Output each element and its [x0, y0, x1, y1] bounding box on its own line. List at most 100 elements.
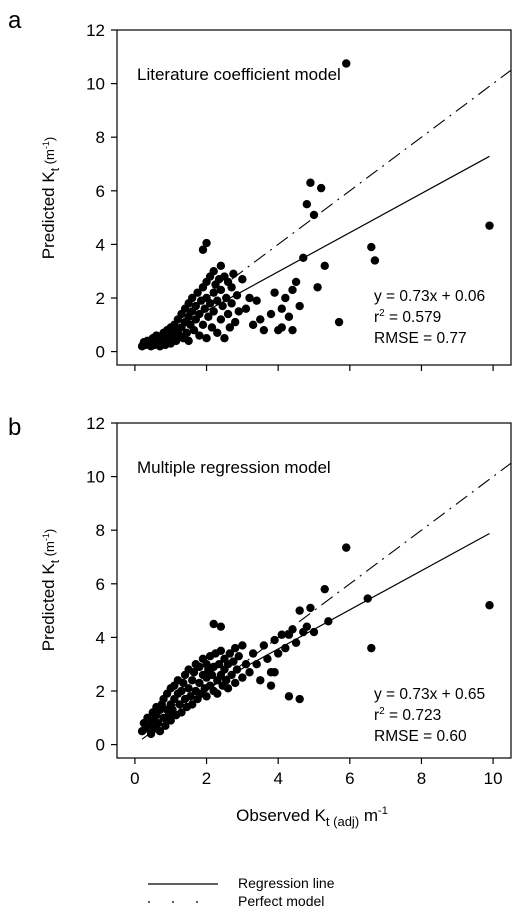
- panel-b-data-point: [166, 716, 175, 725]
- panel-a-data-point: [207, 323, 217, 332]
- panel-b-data-point: [177, 708, 186, 717]
- panel-a-data-point: [188, 293, 197, 303]
- panel-b-data-point: [342, 543, 351, 552]
- panel-b-x-tick-label: 0: [130, 769, 139, 788]
- panel-a-data-point: [302, 200, 312, 209]
- panel-b-data-point: [213, 689, 222, 698]
- panel-b-data-point: [238, 641, 247, 650]
- panel-b-data-point: [248, 649, 258, 658]
- panel-a-data-point: [241, 304, 251, 313]
- panel-b-data-point: [259, 641, 269, 650]
- panel-b-scatter-plot: b 0 2 4 6 8 10 12 0 2 4 6 8 10 Multiple regression …: [8, 414, 512, 829]
- legend-perfect-model-label: Perfect model: [238, 893, 324, 909]
- panel-b-data-point: [229, 657, 238, 666]
- panel-a-data-point: [313, 283, 322, 292]
- panel-b-x-tick-label: 6: [345, 769, 354, 788]
- panel-a-rmse: RMSE = 0.77: [374, 330, 467, 347]
- panel-b-data-point: [306, 603, 315, 613]
- panel-a-data-point: [252, 296, 261, 305]
- panel-a-data-point: [198, 245, 208, 254]
- panel-b-data-point: [320, 584, 329, 594]
- panel-b-y-tick-label: 0: [96, 736, 105, 755]
- panel-b-data-point: [209, 619, 218, 629]
- panel-a-data-point: [227, 299, 236, 308]
- panel-b-data-point: [302, 622, 312, 631]
- panel-a-data-point: [334, 317, 344, 327]
- panel-b-data-point: [291, 638, 301, 647]
- panel-a-data-point: [248, 320, 258, 329]
- panel-b-data-point: [363, 594, 372, 603]
- panel-a-y-ticks: 0 2 4 6 8 10 12: [86, 21, 117, 362]
- panel-b-data-point: [153, 718, 163, 728]
- panel-b-data-point: [295, 694, 304, 704]
- panel-b-data-point: [189, 668, 199, 677]
- panel-a-data-point: [342, 59, 351, 68]
- panel-b-data-point: [281, 643, 290, 653]
- panel-b-data-point: [234, 651, 243, 661]
- panel-a-data-point: [270, 288, 279, 297]
- panel-b-y-ticks: 0 2 4 6 8 10 12: [86, 414, 117, 755]
- panel-b-y-tick-label: 6: [96, 575, 105, 594]
- panel-b-data-point: [270, 668, 279, 677]
- panel-a-data-point: [209, 307, 218, 316]
- panel-a-scatter-plot: a 0 2 4 6 8 10 12 Literature coefficient model…: [8, 7, 512, 371]
- panel-a-x-ticks: [134, 365, 494, 371]
- panel-a-data-point: [309, 210, 319, 220]
- panel-b-data-point: [273, 649, 283, 658]
- panel-a-data-point: [370, 256, 380, 265]
- panel-b-plot-frame: [116, 422, 512, 759]
- panel-b-data-point: [485, 601, 494, 610]
- panel-a-y-tick-label: 8: [96, 128, 105, 147]
- panel-a-data-point: [202, 238, 211, 248]
- panel-a-y-tick-label: 12: [86, 21, 105, 40]
- panel-b-data-point: [195, 678, 204, 688]
- panel-a-data-point: [222, 293, 231, 303]
- panel-b-data-point: [266, 681, 276, 690]
- panel-a-data-point: [198, 320, 208, 329]
- panel-b-data-point: [277, 630, 286, 639]
- panel-b-data-point: [214, 660, 224, 669]
- panel-a-data-point: [223, 309, 233, 319]
- panel-a-data-point: [256, 315, 265, 324]
- panel-b-data-point: [188, 700, 197, 709]
- panel-a-data-point: [182, 328, 192, 338]
- panel-b-y-tick-label: 4: [96, 628, 105, 647]
- panel-a-data-point: [291, 277, 301, 287]
- panel-a-data-point: [234, 307, 243, 316]
- panel-a-data-point: [216, 315, 226, 324]
- panel-b-data-point: [288, 625, 297, 634]
- panel-b-y-tick-label: 2: [96, 682, 105, 701]
- panel-b-data-point: [207, 670, 217, 680]
- panel-b-data-point: [177, 686, 186, 696]
- panel-b-points: [137, 543, 494, 739]
- panel-a-data-point: [202, 334, 211, 343]
- panel-a-data-point: [209, 288, 218, 297]
- panel-a-data-point: [266, 309, 276, 319]
- panel-a-y-tick-label: 2: [96, 289, 105, 308]
- panel-a-y-axis-label: Predicted Kt (m-1): [39, 137, 62, 259]
- panel-b-letter: b: [8, 414, 21, 441]
- panel-b-data-point: [231, 643, 240, 653]
- panel-a-data-point: [259, 325, 269, 335]
- panel-a-data-point: [218, 301, 227, 311]
- panel-b-x-tick-label: 10: [484, 769, 503, 788]
- panel-a-data-point: [209, 267, 218, 276]
- panel-a-data-point: [284, 312, 294, 321]
- panel-b-data-point: [241, 660, 251, 669]
- panel-b-data-point: [227, 670, 236, 680]
- panel-b-data-point: [175, 700, 184, 709]
- panel-a-y-tick-label: 10: [86, 75, 105, 94]
- panel-a-data-point: [220, 334, 229, 343]
- panel-a-data-point: [225, 323, 235, 332]
- legend-regression-label: Regression line: [238, 875, 335, 891]
- panel-a-data-point: [245, 293, 254, 303]
- panel-b-data-point: [232, 665, 242, 674]
- panel-b-x-tick-label: 4: [273, 769, 282, 788]
- panel-b-data-point: [179, 678, 188, 688]
- panel-b-y-tick-label: 10: [86, 468, 105, 487]
- panel-b-data-point: [324, 617, 333, 626]
- panel-b-rmse: RMSE = 0.60: [374, 728, 467, 745]
- panel-b-data-point: [216, 622, 226, 631]
- panel-b-data-point: [231, 678, 240, 688]
